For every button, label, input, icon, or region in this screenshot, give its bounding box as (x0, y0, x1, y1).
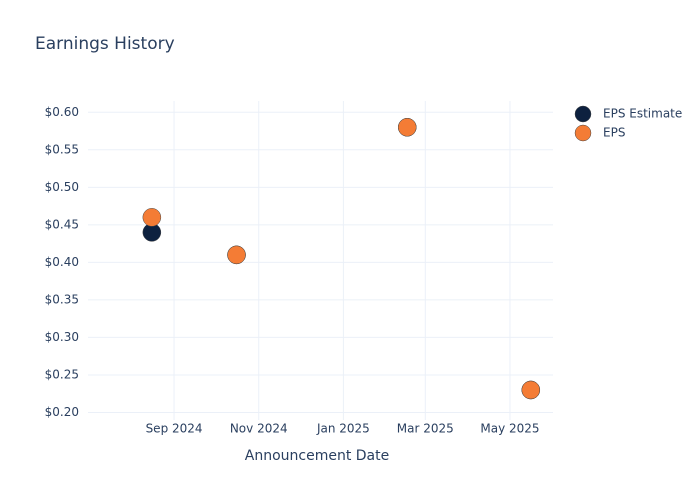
y-tick-label: $0.45 (45, 217, 79, 231)
y-tick-label: $0.25 (45, 367, 79, 381)
chart-title: Earnings History (35, 34, 175, 54)
y-tick-label: $0.35 (45, 292, 79, 306)
legend-marker (574, 124, 592, 142)
x-axis-title: Announcement Date (245, 448, 389, 464)
x-tick-label: Mar 2025 (397, 422, 454, 436)
data-point (521, 380, 541, 400)
x-tick-label: Jan 2025 (316, 422, 370, 436)
data-point (142, 208, 162, 227)
y-tick-label: $0.40 (45, 255, 79, 269)
y-tick-label: $0.55 (45, 142, 79, 156)
legend-label: EPS Estimate (603, 107, 682, 121)
x-tick-label: Nov 2024 (230, 422, 288, 436)
data-point (227, 245, 246, 265)
legend-marker (574, 105, 592, 123)
x-tick-label: May 2025 (480, 422, 539, 436)
y-tick-label: $0.30 (45, 330, 79, 344)
data-point (398, 118, 417, 137)
legend-label: EPS (603, 126, 625, 140)
y-tick-label: $0.20 (45, 405, 79, 419)
x-tick-label: Sep 2024 (146, 422, 203, 436)
y-tick-label: $0.50 (45, 180, 79, 194)
y-tick-label: $0.60 (45, 105, 79, 119)
